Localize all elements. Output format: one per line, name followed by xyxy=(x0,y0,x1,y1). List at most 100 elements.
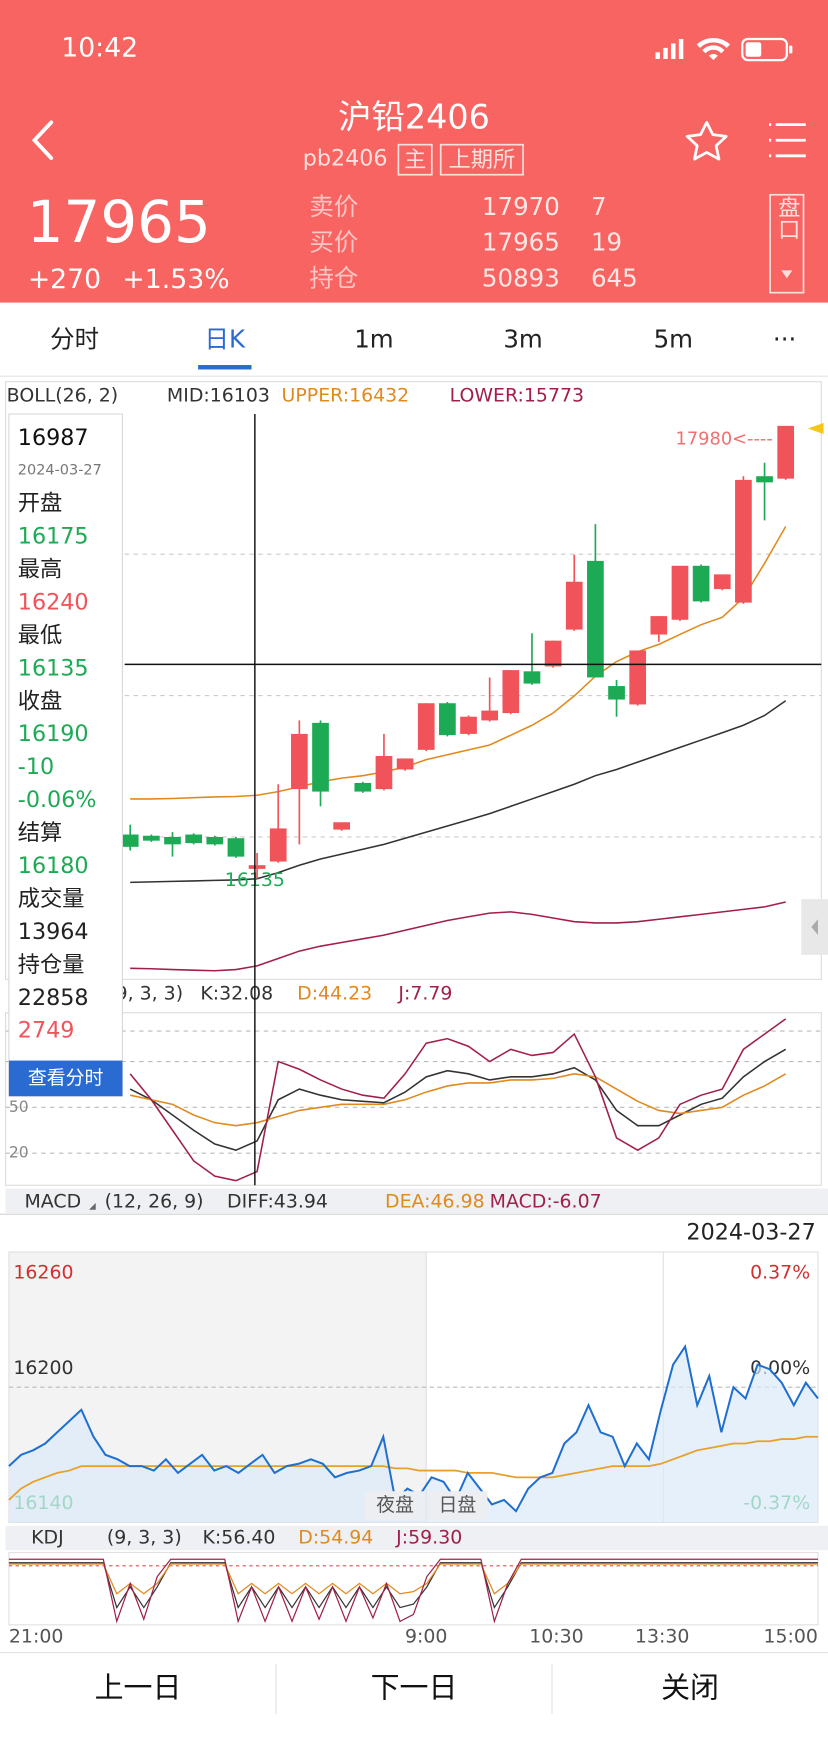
macd-legend: MACD (12, 26, 9) DIFF:43.94 DEA:46.98 MACD:-… xyxy=(24,1190,601,1212)
tooltip-item: -10 xyxy=(18,754,54,780)
candle-body xyxy=(502,670,520,714)
intraday-kdj-header xyxy=(5,1525,828,1551)
tab[interactable]: 5m xyxy=(654,325,693,354)
title: 沪铅2406 xyxy=(338,98,490,137)
high-marker xyxy=(807,422,824,435)
tooltip-item: 结算 xyxy=(18,820,63,846)
session-label[interactable]: 日盘 xyxy=(438,1494,476,1516)
time-label: 10:30 xyxy=(529,1626,584,1648)
kdj-d: D:54.94 xyxy=(298,1527,373,1549)
tab[interactable]: ··· xyxy=(773,325,796,354)
candle-body xyxy=(608,686,625,700)
tooltip-item: 16135 xyxy=(18,655,89,681)
y-tick-label: 20 xyxy=(9,1144,29,1162)
tooltip-item: 最低 xyxy=(18,622,63,648)
candle-body xyxy=(375,755,393,790)
kdj-line xyxy=(8,1558,818,1624)
tab-underline xyxy=(198,365,252,370)
tooltip-date: 2024-03-27 xyxy=(18,463,102,479)
quote-volume: 19 xyxy=(591,228,622,257)
header-bg xyxy=(0,0,828,303)
candle-body xyxy=(587,560,604,678)
kdj-panel xyxy=(5,1012,822,1186)
badge-box xyxy=(397,143,433,176)
favorite-button[interactable] xyxy=(685,121,728,161)
quote-button[interactable] xyxy=(769,193,805,294)
footer-button[interactable]: 关闭 xyxy=(661,1670,719,1704)
boll-line xyxy=(130,526,787,800)
quote-price: 17965 xyxy=(482,228,560,257)
menu-button[interactable] xyxy=(769,123,806,158)
tooltip-item: 成交量 xyxy=(18,886,85,912)
tabs: 分时 日K 1m 3m 5m ··· xyxy=(50,325,796,370)
candle-body xyxy=(248,865,266,869)
time-label: 9:00 xyxy=(405,1626,447,1648)
price-change: +270 xyxy=(28,264,101,295)
quote-label: 卖价 xyxy=(309,192,358,221)
footer-button[interactable]: 上一日 xyxy=(95,1670,182,1704)
candle-body xyxy=(629,650,647,705)
tab[interactable]: 日K xyxy=(205,325,246,354)
back-button[interactable] xyxy=(31,120,54,160)
kdj-params: (9, 3, 3) xyxy=(107,1527,182,1549)
candle-body xyxy=(227,838,245,857)
tooltip-price: 16987 xyxy=(18,425,89,451)
tooltip-item: -0.06% xyxy=(18,787,97,813)
price-area xyxy=(8,1346,818,1523)
badge-box xyxy=(439,143,524,176)
tab[interactable]: 3m xyxy=(503,325,542,354)
kline-chart: BOLL(26, 2) MID:16103 UPPER:16432 LOWER:157… xyxy=(7,385,824,972)
candle-body xyxy=(777,425,795,479)
candle-body xyxy=(333,822,351,830)
candle-body xyxy=(206,836,224,845)
kdj-line xyxy=(8,1562,818,1609)
quote-label: 持仓 xyxy=(309,263,358,292)
intraday-chart: 2024-03-27162600.37%162000.00%16140-0.37… xyxy=(8,1220,819,1523)
candle-body xyxy=(735,479,752,603)
intraday-date: 2024-03-27 xyxy=(686,1220,815,1246)
candle-body xyxy=(354,782,372,792)
indicator-name: BOLL(26, 2) xyxy=(7,385,118,407)
kdj-j: J:7.79 xyxy=(397,982,452,1004)
footer-button[interactable]: 下一日 xyxy=(371,1670,458,1704)
macd-params: (12, 26, 9) xyxy=(105,1190,204,1212)
grid xyxy=(124,553,822,838)
pct-label: 0.37% xyxy=(750,1262,810,1284)
kdj-line xyxy=(129,1018,787,1182)
tooltip-item: 最高 xyxy=(18,557,63,583)
tooltip-item: 16180 xyxy=(18,853,89,879)
tab[interactable]: 1m xyxy=(354,325,393,354)
quote-price: 17970 xyxy=(482,192,560,221)
kdj-name: KDJ xyxy=(31,1527,64,1549)
session-tag[interactable] xyxy=(427,1491,488,1521)
candle-body xyxy=(523,671,541,684)
tooltip-bg xyxy=(8,413,123,1097)
candle-body xyxy=(460,716,477,734)
candle-body xyxy=(565,581,583,630)
tooltip: 16987 2024-03-27 开盘 16175 最高 16240 最低 16135 收盘 16… xyxy=(8,413,123,1097)
kline-panel xyxy=(5,381,822,980)
boll-mid: MID:16103 xyxy=(167,385,270,407)
high-annotation: 17980<---- xyxy=(676,429,773,450)
time-label: 15:00 xyxy=(763,1626,818,1648)
view-intraday-label[interactable]: 查看分时 xyxy=(28,1067,104,1089)
candle-body xyxy=(692,565,710,602)
time-label: 13:30 xyxy=(635,1626,690,1648)
tooltip-item: 16175 xyxy=(18,524,89,550)
quote-table: 卖价 17970 7 买价 17965 19 持仓 50893 645 xyxy=(309,192,637,292)
y-tick-label: 50 xyxy=(9,1098,29,1116)
tooltip-item: 16190 xyxy=(18,721,89,747)
tab[interactable]: 分时 xyxy=(50,325,99,354)
candle-body xyxy=(143,835,160,841)
macd-name: MACD xyxy=(24,1190,81,1212)
boll-line xyxy=(130,901,786,972)
tooltip-item: 2749 xyxy=(18,1018,75,1044)
macd-selector[interactable] xyxy=(89,1203,96,1210)
candle-body xyxy=(671,565,689,620)
session-label[interactable]: 夜盘 xyxy=(376,1494,414,1516)
session-tag[interactable] xyxy=(365,1491,426,1521)
candle-body xyxy=(396,758,414,770)
badge: 上期所 xyxy=(449,147,516,173)
view-intraday-button[interactable] xyxy=(8,1060,123,1097)
kdj-line xyxy=(129,1048,787,1151)
